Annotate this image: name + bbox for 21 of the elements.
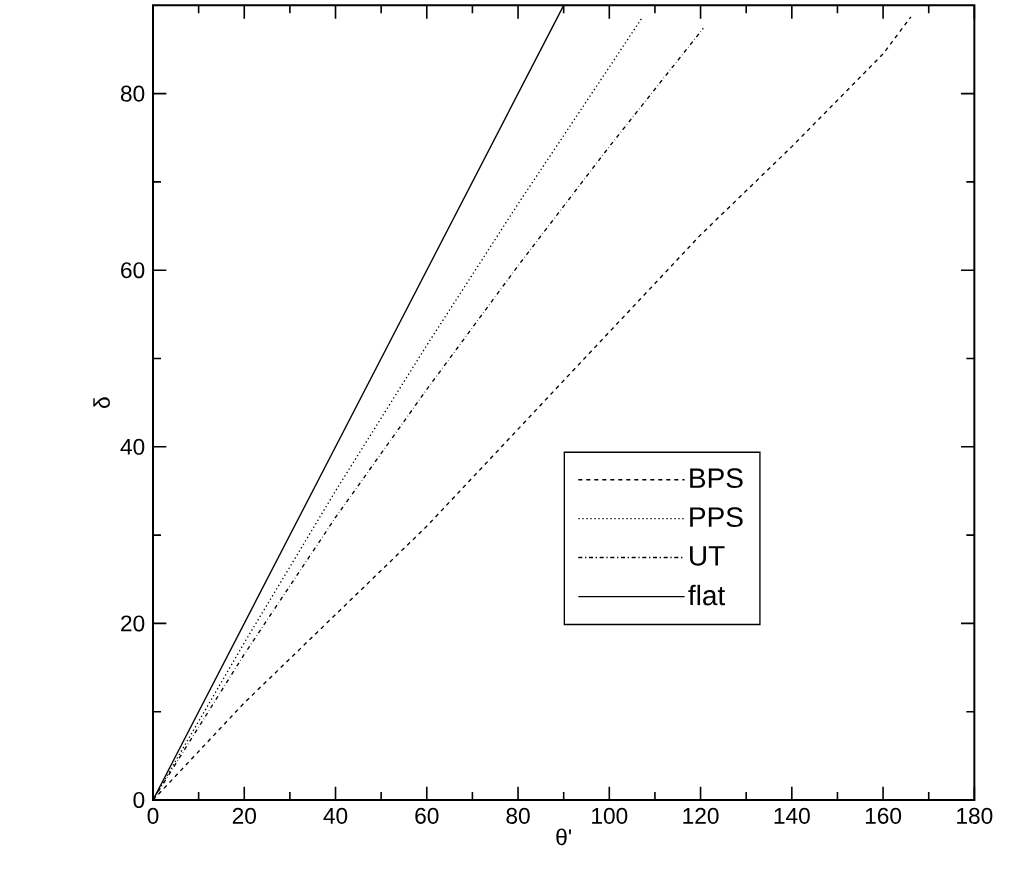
y-tick-label: 0 — [133, 791, 145, 809]
x-tick-label: 120 — [683, 807, 719, 824]
y-tick-label: 40 — [120, 438, 145, 455]
x-tick-label: 20 — [232, 807, 256, 824]
y-axis-title: δ — [93, 397, 110, 409]
x-axis-title: θ' — [556, 828, 571, 846]
legend-label: UT — [690, 546, 725, 566]
y-tick-label: 80 — [120, 85, 145, 102]
x-tick-label: 40 — [323, 807, 348, 824]
y-tick-label: 60 — [121, 262, 145, 279]
x-tick-label: 100 — [592, 807, 628, 824]
legend-label: PPS — [690, 507, 743, 528]
y-tick-label: 20 — [121, 615, 145, 632]
x-tick-label: 160 — [865, 807, 902, 824]
legend-label: BPS — [690, 468, 743, 489]
x-tick-label: 80 — [506, 807, 530, 824]
x-tick-label: 60 — [415, 807, 439, 824]
x-tick-label: 180 — [957, 807, 993, 824]
x-tick-label: 140 — [774, 807, 810, 824]
legend-label: flat — [688, 584, 726, 606]
x-tick-label: 0 — [147, 807, 159, 824]
